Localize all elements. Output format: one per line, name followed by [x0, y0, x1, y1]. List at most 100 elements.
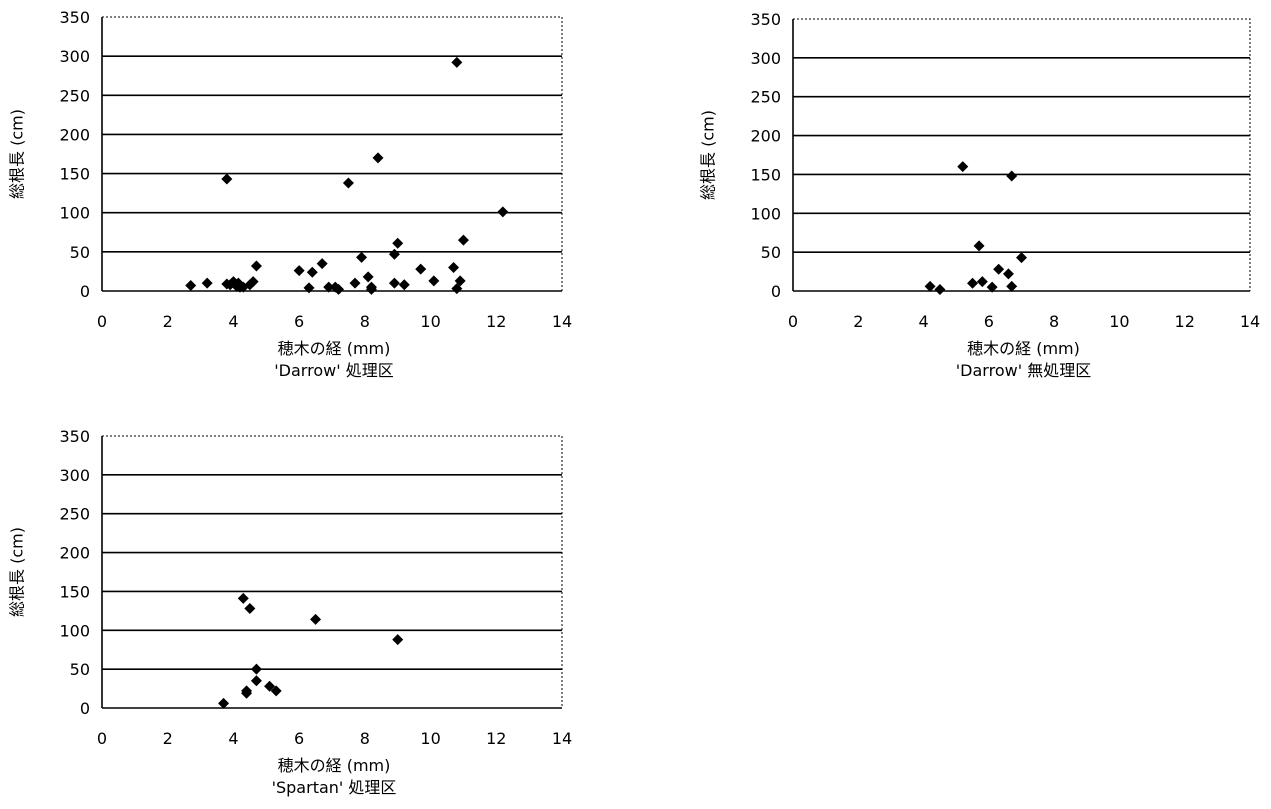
x-tick-label: 4	[228, 312, 238, 331]
data-point	[415, 263, 427, 275]
y-tick-label: 200	[59, 544, 90, 563]
data-point	[934, 283, 946, 295]
x-tick-label: 8	[360, 312, 370, 331]
data-point	[1006, 170, 1018, 182]
y-tick-label: 250	[59, 86, 90, 105]
x-tick-label: 2	[163, 729, 173, 748]
data-point	[497, 206, 509, 218]
data-point	[457, 234, 469, 246]
data-point	[356, 251, 368, 263]
x-tick-label: 0	[97, 312, 107, 331]
x-tick-label: 2	[853, 312, 863, 331]
data-point	[201, 277, 213, 289]
x-tick-label: 14	[552, 312, 572, 331]
plot-frame	[793, 18, 1251, 291]
y-tick-label: 0	[771, 282, 781, 301]
x-tick-label: 0	[97, 729, 107, 748]
plot-frame	[102, 16, 563, 291]
x-tick-label: 14	[552, 729, 572, 748]
data-point	[349, 277, 361, 289]
data-point	[448, 262, 460, 274]
y-tick-label: 350	[750, 10, 781, 29]
data-point	[392, 634, 404, 646]
data-point	[250, 663, 262, 675]
x-tick-label: 10	[1109, 312, 1129, 331]
x-tick-label: 12	[486, 729, 506, 748]
data-point	[237, 592, 249, 604]
x-tick-label: 6	[294, 729, 304, 748]
data-point	[957, 161, 969, 173]
data-point	[398, 279, 410, 291]
data-point	[993, 263, 1005, 275]
x-tick-label: 0	[788, 312, 798, 331]
x-tick-label: 12	[1175, 312, 1195, 331]
data-point	[264, 680, 276, 692]
data-point	[293, 265, 305, 277]
data-point	[323, 281, 335, 293]
plot-frame	[102, 435, 563, 708]
data-point	[316, 258, 328, 270]
y-tick-label: 50	[70, 660, 90, 679]
y-tick-label: 100	[750, 204, 781, 223]
data-point	[185, 280, 197, 292]
x-axis-title: 穂木の経 (mm)	[278, 756, 391, 775]
data-point	[451, 283, 463, 295]
data-point	[303, 282, 315, 294]
data-point	[392, 237, 404, 249]
y-tick-label: 250	[59, 505, 90, 524]
data-point	[362, 271, 374, 283]
y-tick-label: 50	[70, 243, 90, 262]
x-tick-label: 4	[918, 312, 928, 331]
x-tick-label: 6	[984, 312, 994, 331]
data-point	[218, 697, 230, 709]
data-point	[986, 281, 998, 293]
panel-subtitle: 'Darrow' 無処理区	[956, 361, 1091, 380]
data-point	[967, 277, 979, 289]
data-point	[388, 277, 400, 289]
y-tick-label: 100	[59, 621, 90, 640]
y-axis-title: 総根長 (cm)	[8, 527, 27, 617]
y-tick-label: 150	[59, 582, 90, 601]
y-tick-label: 150	[750, 165, 781, 184]
data-point	[372, 152, 384, 164]
y-tick-label: 200	[750, 127, 781, 146]
data-point	[244, 603, 256, 615]
data-point	[221, 173, 233, 185]
data-point	[247, 276, 259, 288]
data-point	[270, 685, 282, 697]
data-point	[250, 260, 262, 272]
y-tick-label: 150	[59, 165, 90, 184]
x-axis-title: 穂木の経 (mm)	[967, 339, 1080, 358]
data-point	[241, 687, 253, 699]
data-point	[388, 248, 400, 260]
data-point	[1006, 280, 1018, 292]
x-tick-label: 8	[1049, 312, 1059, 331]
data-point	[1002, 268, 1014, 280]
data-point	[973, 240, 985, 252]
x-tick-label: 14	[1240, 312, 1260, 331]
panel-subtitle: 'Spartan' 処理区	[272, 778, 397, 797]
data-point	[454, 275, 466, 287]
data-point	[365, 283, 377, 295]
y-tick-label: 300	[59, 47, 90, 66]
x-tick-label: 10	[420, 312, 440, 331]
y-tick-label: 0	[80, 282, 90, 301]
y-tick-label: 100	[59, 204, 90, 223]
y-axis-title: 総根長 (cm)	[699, 110, 718, 200]
y-tick-label: 50	[761, 243, 781, 262]
data-point	[310, 613, 322, 625]
x-tick-label: 4	[228, 729, 238, 748]
y-tick-label: 200	[59, 125, 90, 144]
data-point	[428, 275, 440, 287]
data-point	[451, 56, 463, 68]
data-point	[333, 283, 345, 295]
scatter-panel-2: 0 50 100 150 200 250 300 350 0 2 4 6 8 10 12 14 穂木の経 (mm…	[699, 10, 1261, 380]
y-tick-label: 350	[59, 8, 90, 27]
data-point	[924, 280, 936, 292]
scatter-panel-3: 0 50 100 150 200 250 300 350 0 2 4 6 8 10 12 14 穂木の経 (mm…	[8, 427, 573, 797]
data-point	[1016, 252, 1027, 264]
y-tick-label: 0	[80, 699, 90, 718]
data-point	[250, 675, 262, 687]
data-point	[306, 266, 318, 278]
